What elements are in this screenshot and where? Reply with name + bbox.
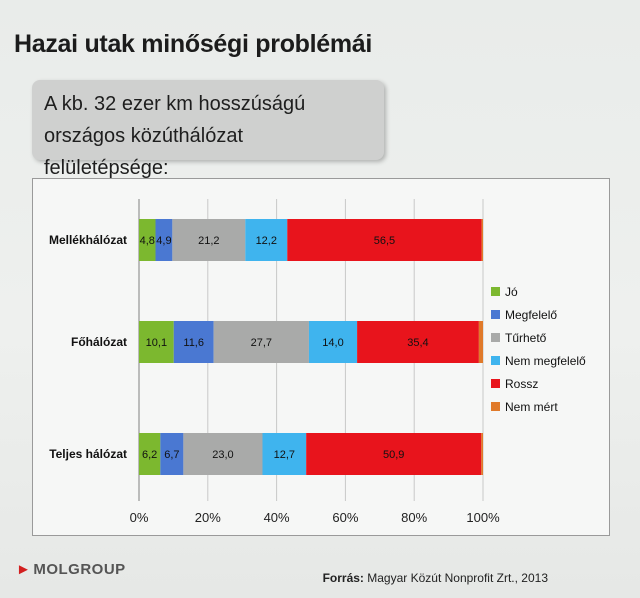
- category-label: Mellékhálózat: [49, 233, 127, 247]
- bar-segment: [245, 219, 288, 261]
- bar-segment: [139, 433, 161, 475]
- x-tick-label: 0%: [130, 510, 149, 525]
- data-label: 56,5: [374, 235, 395, 247]
- bar-segment: [173, 321, 214, 363]
- bar-segment: [213, 321, 309, 363]
- legend-label: Rossz: [505, 377, 538, 391]
- bar-segment: [287, 219, 482, 261]
- x-tick-label: 60%: [332, 510, 358, 525]
- bar-segment: [183, 433, 263, 475]
- data-label: 12,2: [256, 235, 277, 247]
- x-tick-label: 100%: [466, 510, 500, 525]
- data-label: 4,8: [140, 235, 155, 247]
- legend-swatch: [491, 379, 500, 388]
- slide-title: Hazai utak minőségi problémái: [14, 30, 373, 58]
- category-label: Teljes hálózat: [49, 447, 127, 461]
- source-text: Magyar Közút Nonprofit Zrt., 2013: [363, 571, 548, 585]
- source-label: Forrás:: [322, 571, 364, 585]
- bar-segment: [481, 433, 483, 475]
- subtitle-box: A kb. 32 ezer km hosszúságú országos köz…: [32, 80, 384, 179]
- x-tick-label: 20%: [195, 510, 221, 525]
- legend-label: Megfelelő: [505, 308, 557, 322]
- data-label: 6,2: [142, 449, 157, 461]
- bar-segment: [357, 321, 479, 363]
- x-tick-label: 40%: [264, 510, 290, 525]
- logo-text: MOLGROUP: [33, 561, 126, 578]
- data-label: 35,4: [407, 337, 428, 349]
- data-label: 50,9: [383, 449, 404, 461]
- legend-label: Nem mért: [505, 400, 558, 414]
- data-label: 27,7: [251, 337, 272, 349]
- legend-swatch: [491, 287, 500, 296]
- logo-triangle-icon: ►: [16, 561, 32, 578]
- legend-swatch: [491, 310, 500, 319]
- data-label: 10,1: [146, 337, 167, 349]
- data-label: 11,6: [183, 337, 204, 349]
- legend-swatch: [491, 356, 500, 365]
- x-tick-label: 80%: [401, 510, 427, 525]
- bar-segment: [262, 433, 307, 475]
- bar-segment: [308, 321, 358, 363]
- bar-segment: [481, 219, 483, 261]
- data-label: 4,9: [156, 235, 171, 247]
- legend-label: Tűrhető: [505, 331, 547, 345]
- bar-segment: [155, 219, 173, 261]
- legend-label: Nem megfelelő: [505, 354, 586, 368]
- data-label: 12,7: [274, 449, 295, 461]
- bar-segment: [306, 433, 482, 475]
- bar-segment: [172, 219, 246, 261]
- subtitle-text: A kb. 32 ezer km hosszúságú országos köz…: [44, 93, 306, 179]
- chart-frame: 0% 20% 40% 60% 80% 100% Mellékhálózat Főhálózat…: [32, 178, 610, 536]
- data-label: 21,2: [198, 235, 219, 247]
- data-label: 14,0: [322, 337, 343, 349]
- data-label: 23,0: [212, 449, 233, 461]
- bar-segment: [139, 219, 156, 261]
- stacked-bar-chart: 0% 20% 40% 60% 80% 100% Mellékhálózat Főhálózat…: [49, 199, 586, 525]
- source-note: Forrás: Magyar Közút Nonprofit Zrt., 201…: [323, 571, 548, 585]
- mol-group-logo: ► MOLGROUP: [16, 561, 126, 578]
- category-label: Főhálózat: [71, 335, 127, 349]
- bar-segment: [160, 433, 184, 475]
- legend-swatch: [491, 333, 500, 342]
- data-label: 6,7: [164, 449, 179, 461]
- legend-swatch: [491, 402, 500, 411]
- legend-label: Jó: [505, 285, 518, 299]
- bar-segment: [139, 321, 174, 363]
- bar-segment: [478, 321, 483, 363]
